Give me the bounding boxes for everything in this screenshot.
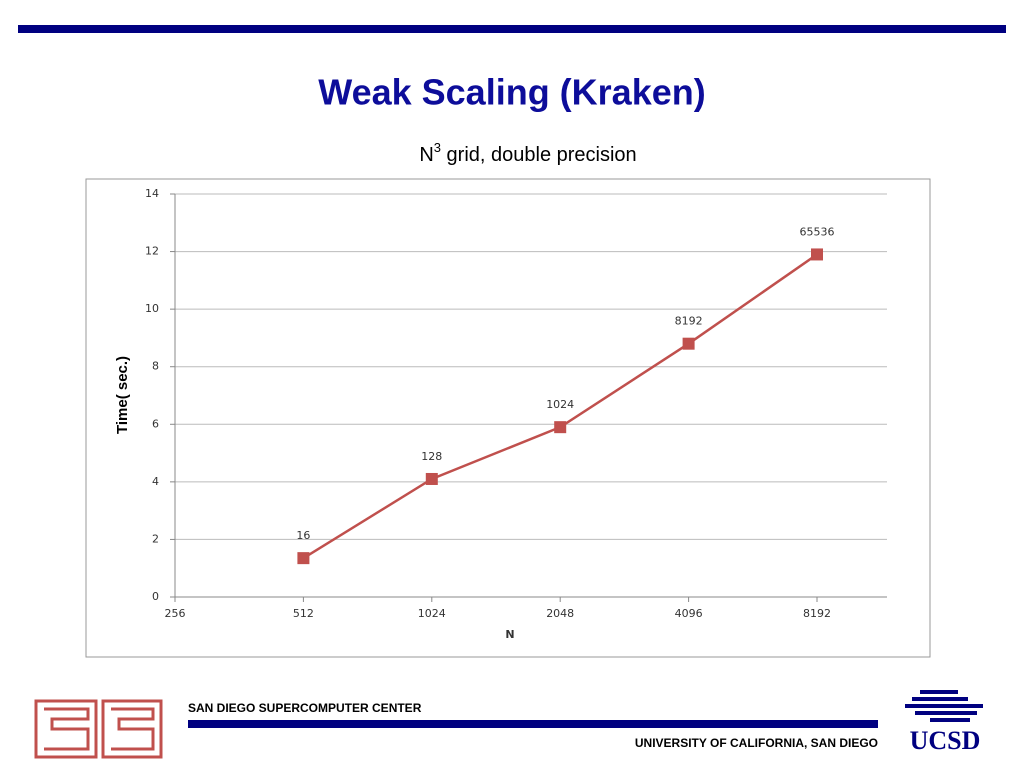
y-tick-label: 8 [152,360,159,373]
point-annotation: 128 [421,450,442,463]
top-bar [18,25,1006,33]
y-axis-label: Time( sec.) [114,356,131,434]
ucsd-emblem [905,690,983,722]
chart-frame [85,178,931,658]
y-tick-label: 4 [152,475,159,488]
y-tick-label: 12 [145,245,159,258]
footer-right: UNIVERSITY OF CALIFORNIA, SAN DIEGO [635,736,878,750]
subtitle-sup: 3 [434,140,441,155]
point-annotation: 1024 [546,398,574,411]
y-tick-label: 10 [145,302,159,315]
footer-left: SAN DIEGO SUPERCOMPUTER CENTER [188,701,422,715]
y-tick-label: 14 [145,187,159,200]
y-tick-label: 0 [152,590,159,603]
x-tick-label: 8192 [803,607,831,620]
point-annotation: 65536 [800,225,835,238]
x-tick-label: 1024 [418,607,446,620]
point-marker [811,248,823,261]
point-annotation: 16 [296,529,310,542]
chart-subtitle: N3 grid, double precision [419,140,636,166]
point-marker [682,337,695,350]
subtitle-part: N [419,144,433,166]
point-marker [554,421,567,434]
y-tick-label: 2 [152,532,159,545]
x-tick-label: 256 [165,607,186,620]
x-tick-label: 512 [293,607,314,620]
x-axis-label: N [505,628,514,641]
x-tick-label: 4096 [675,607,703,620]
point-marker [297,552,310,565]
sdsc-logo [34,699,163,759]
point-annotation: 8192 [675,315,703,328]
point-marker [425,472,438,485]
ucsd-logo: UCSD [910,726,981,755]
footer-bar [188,720,878,728]
subtitle-part: grid, double precision [441,144,637,166]
chart-title: Weak Scaling (Kraken) [318,72,705,113]
y-tick-label: 6 [152,417,159,430]
x-tick-label: 2048 [546,607,574,620]
